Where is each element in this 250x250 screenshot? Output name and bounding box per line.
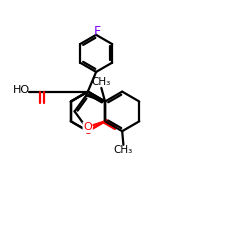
Text: F: F bbox=[94, 24, 101, 38]
Text: O: O bbox=[84, 126, 92, 136]
Text: O: O bbox=[83, 122, 92, 132]
Text: CH₃: CH₃ bbox=[114, 145, 133, 155]
Text: HO: HO bbox=[13, 86, 30, 96]
Text: CH₃: CH₃ bbox=[92, 78, 111, 88]
